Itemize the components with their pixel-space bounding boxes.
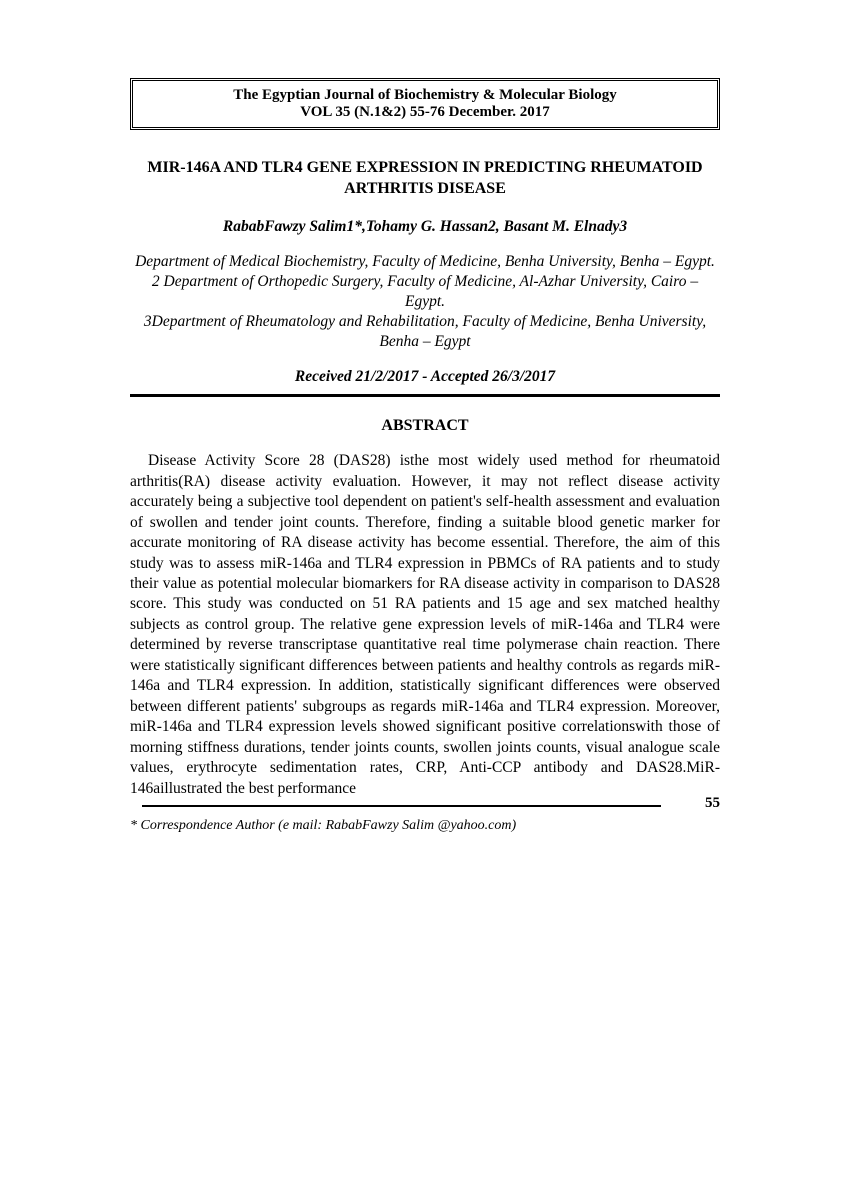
paper-page: The Egyptian Journal of Biochemistry & M… bbox=[0, 0, 850, 884]
abstract-heading: ABSTRACT bbox=[130, 417, 720, 435]
header-divider bbox=[130, 394, 720, 397]
received-accepted-dates: Received 21/2/2017 - Accepted 26/3/2017 bbox=[130, 368, 720, 386]
journal-name: The Egyptian Journal of Biochemistry & M… bbox=[143, 87, 707, 104]
affiliations-block: Department of Medical Biochemistry, Facu… bbox=[130, 252, 720, 353]
affiliation-3: 3Department of Rheumatology and Rehabili… bbox=[130, 312, 720, 352]
correspondence-note: * Correspondence Author (e mail: RababFa… bbox=[130, 818, 720, 834]
journal-volume: VOL 35 (N.1&2) 55-76 December. 2017 bbox=[143, 104, 707, 121]
article-title: MIR-146A AND TLR4 GENE EXPRESSION IN PRE… bbox=[130, 158, 720, 200]
abstract-body: Disease Activity Score 28 (DAS28) isthe … bbox=[130, 451, 720, 799]
authors: RababFawzy Salim1*,Tohamy G. Hassan2, Ba… bbox=[130, 218, 720, 236]
affiliation-1: Department of Medical Biochemistry, Facu… bbox=[130, 252, 720, 272]
journal-header-box: The Egyptian Journal of Biochemistry & M… bbox=[130, 78, 720, 130]
affiliation-2: 2 Department of Orthopedic Surgery, Facu… bbox=[130, 272, 720, 312]
